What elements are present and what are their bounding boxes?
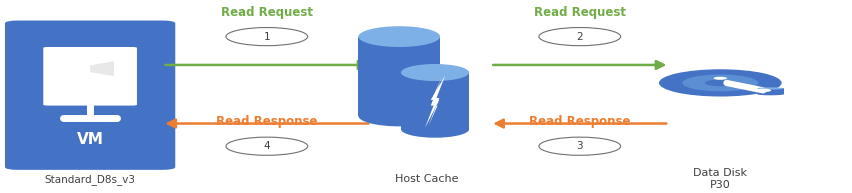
Ellipse shape <box>400 121 469 138</box>
Circle shape <box>538 137 620 155</box>
Ellipse shape <box>400 64 469 81</box>
Polygon shape <box>90 61 114 76</box>
Ellipse shape <box>358 26 440 47</box>
Text: Read Request: Read Request <box>221 6 313 19</box>
Polygon shape <box>428 77 441 126</box>
FancyBboxPatch shape <box>43 47 137 106</box>
FancyBboxPatch shape <box>5 20 175 170</box>
Text: Read Response: Read Response <box>216 115 317 128</box>
Circle shape <box>226 28 308 46</box>
Text: 1: 1 <box>263 32 270 42</box>
Circle shape <box>659 69 780 96</box>
Polygon shape <box>424 75 445 128</box>
Bar <box>358 37 440 116</box>
Polygon shape <box>66 61 90 76</box>
Text: Read Response: Read Response <box>528 115 630 128</box>
Bar <box>757 88 783 94</box>
Text: 4: 4 <box>263 141 270 151</box>
Text: Standard_D8s_v3: Standard_D8s_v3 <box>44 174 135 185</box>
Circle shape <box>704 80 734 86</box>
Ellipse shape <box>757 93 783 95</box>
Text: Data Disk
P30: Data Disk P30 <box>693 168 746 190</box>
Bar <box>400 73 469 129</box>
Polygon shape <box>66 57 114 65</box>
Ellipse shape <box>358 106 440 126</box>
Text: 2: 2 <box>576 32 583 42</box>
Circle shape <box>538 28 620 46</box>
Text: VM: VM <box>77 132 103 147</box>
Ellipse shape <box>757 87 783 90</box>
Circle shape <box>226 137 308 155</box>
Text: Read Request: Read Request <box>533 6 625 19</box>
Text: 3: 3 <box>576 141 583 151</box>
Circle shape <box>682 74 757 91</box>
Circle shape <box>754 89 770 92</box>
Text: Host Cache: Host Cache <box>394 174 458 184</box>
Circle shape <box>712 77 726 80</box>
